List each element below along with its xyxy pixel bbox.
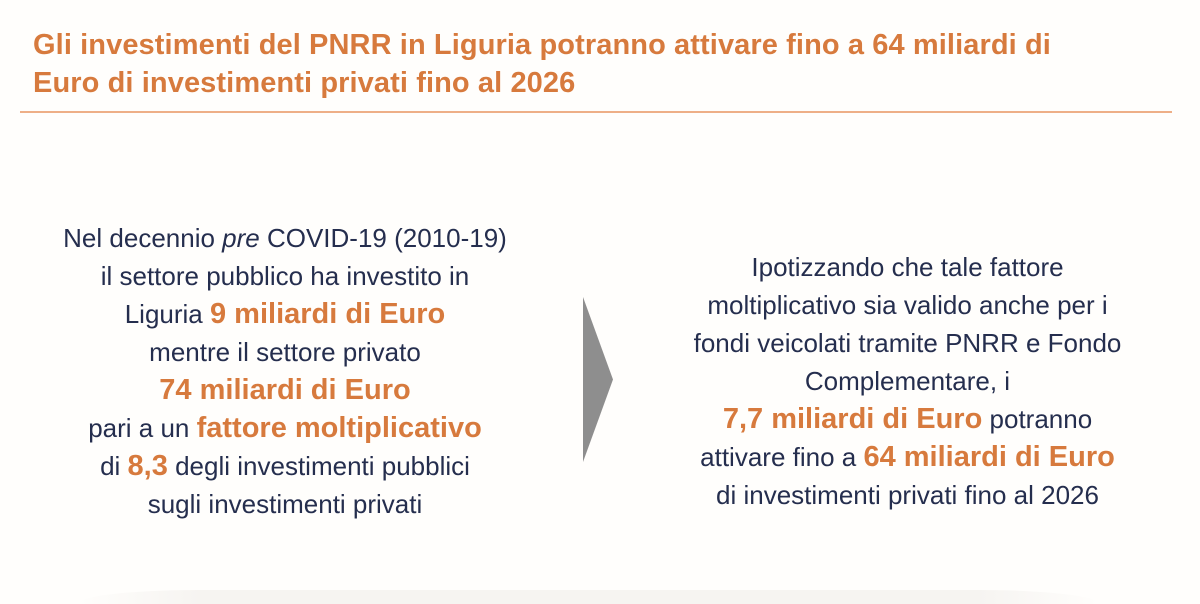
text-segment: Complementare, i <box>804 366 1011 396</box>
text-segment: sugli investimenti privati <box>147 489 423 519</box>
bottom-edge-decoration <box>77 590 1100 604</box>
text-line: moltiplicativo sia valido anche per i <box>635 286 1180 324</box>
text-line: Liguria 9 miliardi di Euro <box>25 295 545 333</box>
text-segment: COVID-19 (2010-19) <box>259 223 507 253</box>
text-line: di investimenti privati fino al 2026 <box>635 476 1180 514</box>
text-segment: Ipotizzando che tale fattore <box>751 252 1064 282</box>
slide-title-line-2: Euro di investimenti privati fino al 202… <box>33 67 576 99</box>
title-divider <box>20 111 1172 113</box>
text-line: sugli investimenti privati <box>25 485 545 523</box>
highlight-value: 8,3 <box>127 450 168 482</box>
slide-title: Gli investimenti del PNRR in Liguria pot… <box>33 26 1173 102</box>
text-segment: potranno <box>982 404 1093 434</box>
text-segment: di investimenti privati fino al 2026 <box>716 480 1099 510</box>
highlight-value: 64 miliardi di Euro <box>863 441 1115 473</box>
text-segment: attivare fino a <box>700 442 864 472</box>
text-line: fondi veicolati tramite PNRR e Fondo <box>635 324 1180 362</box>
highlight-value: 74 miliardi di Euro <box>159 374 411 406</box>
text-segment: fondi veicolati tramite PNRR e Fondo <box>693 328 1122 358</box>
right-arrow-icon <box>583 297 613 462</box>
text-segment: Nel decennio <box>63 223 223 253</box>
text-segment: degli investimenti pubblici <box>167 451 470 481</box>
text-segment: pre <box>222 223 260 253</box>
text-segment: Liguria <box>124 299 210 329</box>
text-segment: di <box>100 451 128 481</box>
left-text-block: Nel decennio pre COVID-19 (2010-19) il se… <box>25 219 545 523</box>
text-line: attivare fino a 64 miliardi di Euro <box>635 438 1180 476</box>
text-line: di 8,3 degli investimenti pubblici <box>25 447 545 485</box>
text-segment: pari a un <box>88 413 197 443</box>
text-segment: il settore pubblico ha investito in <box>100 261 470 291</box>
text-line: il settore pubblico ha investito in <box>25 257 545 295</box>
slide-title-line-1: Gli investimenti del PNRR in Liguria pot… <box>33 29 1051 61</box>
highlight-value: 9 miliardi di Euro <box>210 298 446 330</box>
text-line: mentre il settore privato <box>25 333 545 371</box>
text-line: 7,7 miliardi di Euro potranno <box>635 400 1180 438</box>
text-line: Nel decennio pre COVID-19 (2010-19) <box>25 219 545 257</box>
text-line: 74 miliardi di Euro <box>25 371 545 409</box>
text-line: Complementare, i <box>635 362 1180 400</box>
text-line: Ipotizzando che tale fattore <box>635 248 1180 286</box>
text-segment: mentre il settore privato <box>149 337 421 367</box>
right-text-block: Ipotizzando che tale fattore moltiplicati… <box>635 248 1180 514</box>
highlight-value: 7,7 miliardi di Euro <box>722 403 983 435</box>
highlight-value: fattore moltiplicativo <box>196 412 482 444</box>
text-segment: moltiplicativo sia valido anche per i <box>707 290 1108 320</box>
text-line: pari a un fattore moltiplicativo <box>25 409 545 447</box>
